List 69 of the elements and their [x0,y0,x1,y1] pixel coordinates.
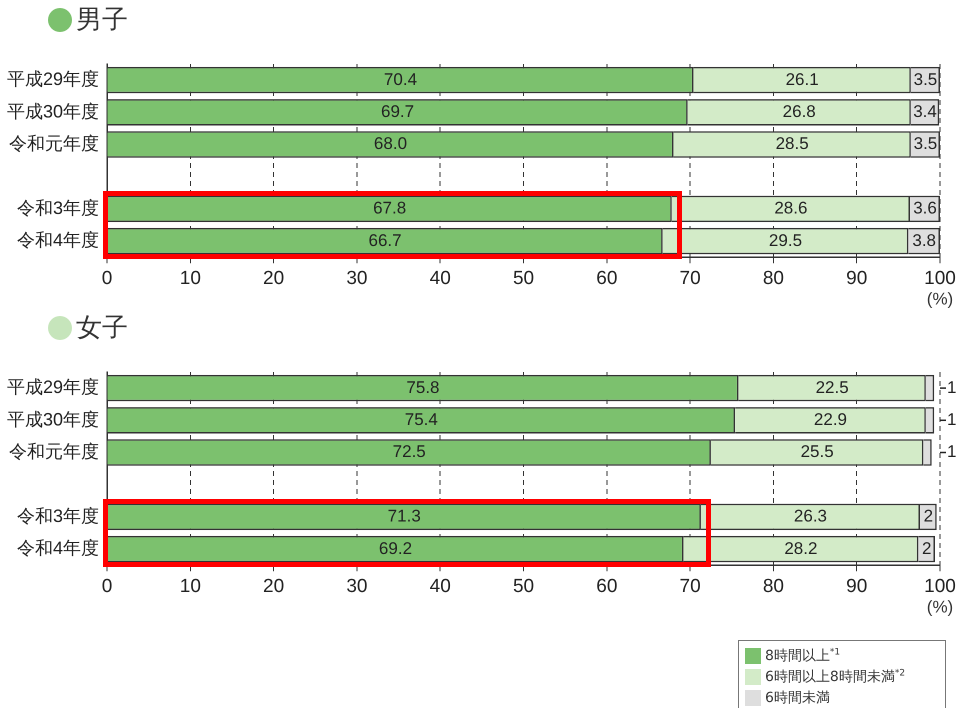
x-tick-label: 0 [102,576,112,597]
y-tick-label: 平成29年度 [6,69,100,90]
y-tick-label: 平成29年度 [6,377,100,398]
data-label: 68.0 [374,134,408,154]
x-tick-label: 60 [596,576,618,597]
y-tick-label: 令和4年度 [17,230,100,250]
data-label: 69.7 [381,102,414,121]
legend-label: 6時間未満 [765,688,830,706]
legend-label: 8時間以上$^{*1}$ [765,646,840,664]
x-tick-label: 40 [430,576,451,597]
data-label: 28.2 [784,538,818,558]
y-tick-label: 令和4年度 [17,538,100,558]
x-tick-label: 10 [180,268,201,289]
x-tick-label: 50 [512,576,534,597]
data-label: 22.5 [816,378,849,397]
data-label: 22.9 [814,410,848,429]
data-label: 3.6 [913,198,937,218]
x-tick-label: 90 [846,268,868,289]
data-label: 66.7 [368,230,402,250]
x-tick-label: 70 [680,268,701,289]
data-label: 3.4 [913,102,937,121]
y-tick-label: 平成30年度 [6,101,100,122]
chart-title: 女子 [76,312,128,345]
data-label: 29.5 [768,230,802,250]
x-tick-label: 20 [263,268,284,289]
x-tick-label: 70 [680,576,701,597]
x-tick-label: 0 [102,268,112,289]
data-label: 1 [947,410,956,429]
data-label: 26.8 [782,102,816,121]
x-tick-label: 60 [596,268,618,289]
x-tick-label: 40 [430,268,451,289]
chart-title: 男子 [76,4,128,37]
x-tick-label: 90 [846,576,868,597]
data-label: 3.5 [914,134,938,154]
data-label: 70.4 [384,70,418,89]
y-tick-label: 令和元年度 [9,441,100,462]
x-tick-label: 20 [263,576,284,597]
data-label: 1 [947,378,956,397]
data-label: 3.8 [912,230,936,250]
data-label: 28.6 [774,198,808,218]
data-label: 3.5 [914,70,938,89]
x-tick-label: 100 [924,576,956,597]
x-axis-title: (%) [926,289,954,308]
data-label: 26.1 [786,70,819,89]
x-tick-label: 30 [346,268,368,289]
y-tick-label: 令和元年度 [9,133,100,154]
y-tick-label: 令和3年度 [17,198,100,218]
x-tick-label: 30 [346,576,368,597]
data-label: 2 [922,538,932,558]
data-label: 1 [947,442,956,462]
x-tick-label: 50 [512,268,534,289]
data-label: 69.2 [378,538,412,558]
data-label: 71.3 [388,506,421,526]
data-label: 28.5 [776,134,809,154]
x-tick-label: 80 [762,268,784,289]
y-tick-label: 平成30年度 [6,409,100,430]
x-tick-label: 10 [180,576,201,597]
x-tick-label: 80 [762,576,784,597]
data-label: 75.8 [406,378,440,397]
data-label: 67.8 [373,198,406,218]
data-label: 75.4 [404,410,438,429]
y-tick-label: 令和3年度 [17,506,100,526]
legend-label: 6時間以上8時間未満$^{*2}$ [765,668,906,686]
data-label: 72.5 [392,442,426,462]
x-axis-title: (%) [926,597,954,616]
data-label: 2 [924,506,934,526]
data-label: 26.3 [794,506,828,526]
data-label: 25.5 [800,442,834,462]
x-tick-label: 100 [924,268,956,289]
